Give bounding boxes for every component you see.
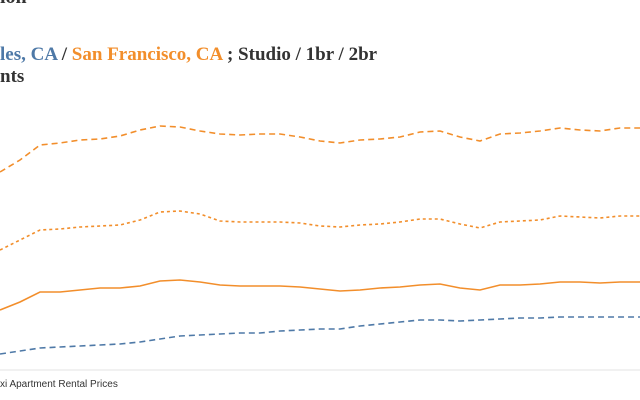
line-series [0, 279, 640, 311]
subtitle-part: ; Studio / 1br / 2br [222, 44, 377, 65]
subtitle-part: San Francisco, CA [72, 44, 224, 65]
chart-title: ion [0, 0, 27, 8]
subtitle-part: les, CA [0, 44, 58, 65]
source: xi Apartment Rental Prices [0, 379, 118, 390]
chart-subtitle: nts [0, 66, 24, 87]
chart-subtitle: les, CA / San Francisco, CA ; Studio / 1… [0, 44, 378, 65]
line-series [0, 316, 640, 355]
line-series [0, 125, 640, 173]
plot-area [0, 125, 640, 355]
subtitle-part: / [57, 44, 72, 65]
